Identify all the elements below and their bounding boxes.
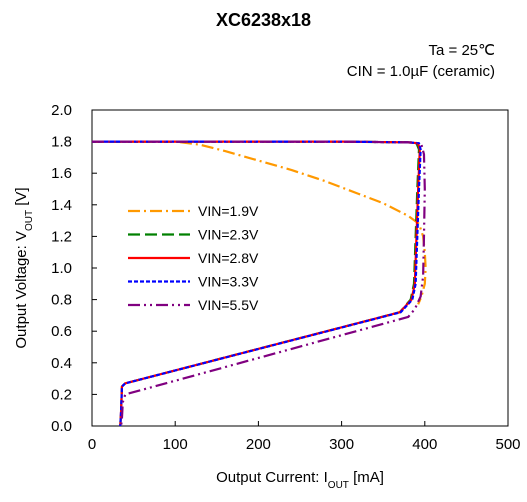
y-axis-label: Output Voltage: VOUT [V]	[13, 187, 35, 348]
condition-temperature: Ta = 25℃	[428, 42, 495, 59]
x-tick-label: 0	[88, 436, 96, 453]
y-tick-label: 0.8	[51, 292, 72, 309]
series-line-vin-1-9v	[92, 140, 427, 305]
legend-label: VIN=2.8V	[198, 250, 259, 266]
y-tick-label: 1.8	[51, 134, 72, 151]
legend-label: VIN=2.3V	[198, 227, 259, 243]
y-tick-label: 1.6	[51, 165, 72, 182]
series-line-vin-3-3v	[92, 140, 422, 427]
y-tick-label: 0.4	[51, 355, 72, 372]
x-tick-label: 200	[246, 436, 271, 453]
x-tick-label: 500	[495, 436, 520, 453]
series-line-vin-5-5v	[92, 140, 426, 427]
y-tick-label: 0.2	[51, 386, 72, 403]
x-tick-label: 100	[163, 436, 188, 453]
chart-title: XC6238x18	[215, 10, 312, 30]
series-lines	[92, 140, 427, 427]
x-tick-label: 400	[412, 436, 437, 453]
y-tick-label: 1.2	[51, 228, 72, 245]
y-tick-label: 1.0	[51, 260, 72, 277]
legend: VIN=1.9V VIN=2.3V VIN=2.8V VIN=3.3V VIN=5.5V	[128, 203, 259, 313]
x-tick-label: 300	[329, 436, 354, 453]
legend-label: VIN=5.5V	[198, 297, 259, 313]
legend-label: VIN=1.9V	[198, 203, 259, 219]
x-axis-label: Output Current: IOUT [mA]	[216, 469, 384, 491]
y-tick-label: 2.0	[51, 102, 72, 119]
y-tick-label: 0.0	[51, 418, 72, 435]
condition-input-capacitor: CIN = 1.0µF (ceramic)	[346, 63, 495, 80]
y-tick-label: 0.6	[51, 323, 72, 340]
y-tick-label: 1.4	[51, 197, 72, 214]
axis-ticks: 0 100 200 300 400 500 0.0 0.2 0.4 0.6 0.8 1.0 1.2 1.4…	[51, 102, 520, 453]
plot-frame	[91, 109, 509, 427]
legend-label: VIN=3.3V	[198, 274, 259, 290]
